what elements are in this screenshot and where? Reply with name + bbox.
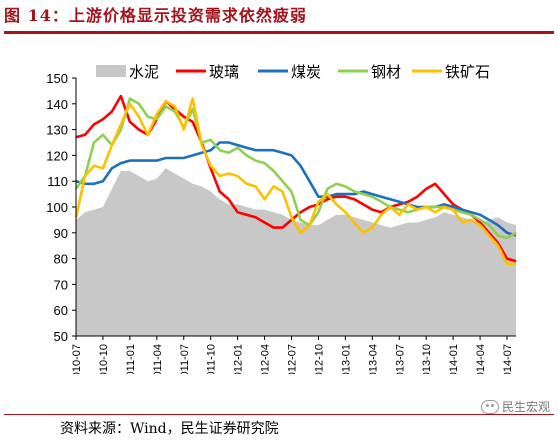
legend-label-0: 水泥 — [129, 63, 159, 81]
y-tick-label: 120 — [46, 148, 68, 163]
footer-divider — [4, 414, 554, 415]
x-tick-label: 2010-07 — [71, 344, 83, 374]
x-tick-label: 2012-07 — [287, 344, 299, 374]
title-divider — [4, 31, 554, 34]
y-tick-label: 150 — [46, 71, 68, 86]
x-tick-label: 2012-04 — [260, 344, 272, 374]
x-tick-label: 2014-07 — [502, 344, 514, 374]
x-tick-label: 2011-04 — [152, 344, 164, 374]
x-tick-label: 2011-07 — [179, 344, 191, 374]
y-tick-label: 140 — [46, 97, 68, 112]
x-tick-label: 2011-10 — [206, 344, 218, 374]
plot-area — [74, 94, 517, 336]
x-tick-label: 2012-10 — [313, 344, 325, 374]
y-tick-label: 100 — [46, 200, 68, 215]
legend-label-1: 玻璃 — [209, 63, 239, 81]
x-tick-label: 2013-04 — [367, 344, 379, 374]
y-tick-label: 80 — [54, 252, 68, 267]
watermark: 民生宏观 — [480, 398, 550, 415]
x-tick-label: 2013-10 — [421, 344, 433, 374]
series-area-0 — [76, 168, 516, 336]
x-axis: 2010-07 2010-10 2011-01 2011-04 2011-07 2011-… — [71, 335, 516, 374]
y-tick-label: 70 — [54, 277, 68, 292]
x-tick-label: 2011-01 — [125, 344, 137, 374]
y-tick-label: 110 — [47, 174, 68, 189]
x-tick-label: 2014-01 — [448, 344, 460, 374]
figure-title: 图 14：上游价格显示投资需求依然疲弱 — [4, 6, 307, 25]
x-tick-label: 2012-01 — [233, 344, 245, 374]
x-tick-label: 2014-04 — [475, 344, 487, 374]
x-tick-label: 2013-07 — [394, 344, 406, 374]
legend: 水泥 玻璃 煤炭 钢材 铁矿石 — [96, 63, 490, 81]
y-tick-label: 60 — [54, 303, 68, 318]
y-axis: 50 60 70 80 90 100 110 120 130 140 150 — [46, 71, 77, 344]
source-note: 资料来源：Wind，民生证券研究院 — [60, 421, 279, 437]
wechat-icon — [480, 399, 499, 414]
x-tick-label: 2010-10 — [98, 344, 110, 374]
x-tick-label: 2013-01 — [340, 344, 352, 374]
legend-label-2: 煤炭 — [291, 63, 321, 81]
legend-label-4: 铁矿石 — [445, 63, 490, 81]
y-tick-label: 50 — [54, 329, 68, 344]
legend-swatch-0 — [96, 65, 126, 77]
y-tick-label: 90 — [54, 226, 68, 241]
watermark-label: 民生宏观 — [501, 400, 550, 414]
series-line-4 — [74, 97, 516, 266]
legend-label-3: 钢材 — [371, 63, 401, 81]
y-tick-label: 130 — [46, 123, 68, 138]
series-line-2 — [75, 141, 517, 237]
